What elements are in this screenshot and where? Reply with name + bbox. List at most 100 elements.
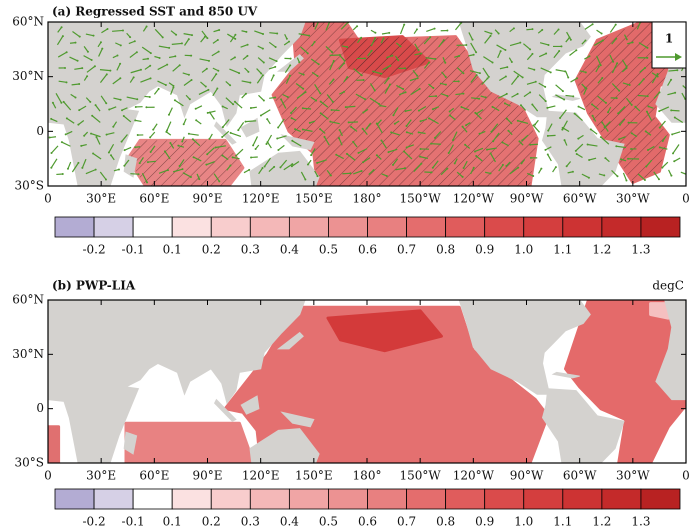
wind-arrowhead xyxy=(104,178,107,181)
wind-vector xyxy=(547,154,552,162)
wind-vector xyxy=(661,161,669,169)
wind-vector xyxy=(215,145,226,149)
x-tick-label: 150°E xyxy=(295,469,333,483)
wind-vector xyxy=(198,89,209,95)
wind-arrowhead xyxy=(517,75,520,78)
wind-arrowhead xyxy=(101,47,104,50)
wind-vector xyxy=(113,97,121,101)
colorbar-label: 0.3 xyxy=(241,243,260,257)
wind-arrowhead xyxy=(364,98,367,101)
land xyxy=(280,134,315,151)
wind-vector xyxy=(129,51,138,58)
wind-arrowhead xyxy=(544,100,547,103)
wind-arrowhead xyxy=(618,89,621,92)
wind-arrowhead xyxy=(387,151,390,154)
wind-arrowhead xyxy=(244,92,247,95)
wind-arrowhead xyxy=(519,41,522,44)
wind-arrowhead xyxy=(505,117,508,120)
wind-vector xyxy=(130,173,139,175)
y-tick-label: 30°N xyxy=(12,347,44,361)
x-tick-label: 60°E xyxy=(139,192,169,206)
wind-vector xyxy=(399,24,405,35)
wind-arrowhead xyxy=(417,49,420,52)
wind-arrowhead xyxy=(172,86,175,89)
wind-arrowhead xyxy=(670,174,673,177)
wind-vector xyxy=(390,131,400,136)
wind-arrowhead xyxy=(277,126,280,129)
wind-arrowhead xyxy=(531,28,534,31)
y-tick-label: 30°N xyxy=(12,69,44,83)
wind-arrowhead xyxy=(233,56,236,59)
wind-arrowhead xyxy=(674,91,677,94)
wind-vector xyxy=(579,70,586,73)
wind-vector xyxy=(229,68,240,74)
wind-arrowhead xyxy=(301,107,304,110)
colorbar-label: 1.3 xyxy=(631,243,650,257)
wind-vector xyxy=(320,112,329,120)
wind-arrowhead xyxy=(521,139,524,142)
x-tick-label: 0 xyxy=(682,192,690,206)
wind-arrowhead xyxy=(76,59,79,62)
wind-arrowhead xyxy=(571,170,574,173)
wind-vector xyxy=(470,74,478,83)
wind-arrowhead xyxy=(92,34,95,37)
wind-arrowhead xyxy=(405,131,408,134)
wind-arrowhead xyxy=(157,87,160,90)
wind-arrowhead xyxy=(92,152,95,155)
wind-vector xyxy=(199,58,210,62)
wind-arrowhead xyxy=(50,166,53,169)
x-tick-label: 120°W xyxy=(453,192,495,206)
colorbar-label: 0.5 xyxy=(319,515,338,529)
wind-vector xyxy=(434,131,442,139)
wind-vector xyxy=(130,69,142,74)
wind-arrowhead xyxy=(291,163,294,166)
wind-vector xyxy=(310,148,316,156)
wind-arrowhead xyxy=(120,140,123,143)
wind-arrowhead xyxy=(417,109,420,112)
wind-arrowhead xyxy=(490,32,493,35)
colorbar-swatch xyxy=(132,216,173,238)
wind-arrowhead xyxy=(187,73,190,76)
wind-vector xyxy=(376,119,382,125)
wind-vector xyxy=(631,132,638,138)
wind-arrowhead xyxy=(428,117,431,120)
wind-arrowhead xyxy=(136,134,139,137)
wind-vector xyxy=(182,172,192,178)
wind-vector xyxy=(521,134,529,141)
wind-arrowhead xyxy=(229,164,232,167)
wind-vector xyxy=(71,162,79,173)
x-tick-label: 120°E xyxy=(242,469,280,483)
wind-vector xyxy=(595,66,600,73)
wind-vector xyxy=(240,44,248,48)
reference-vector-head xyxy=(675,53,682,61)
x-tick-label: 120°E xyxy=(242,192,280,206)
wind-vector xyxy=(277,118,285,128)
wind-arrowhead xyxy=(178,165,181,168)
x-tick-label: 0 xyxy=(682,469,690,483)
wind-vector xyxy=(468,32,474,40)
wind-arrowhead xyxy=(335,153,338,156)
wind-vector xyxy=(590,128,598,135)
wind-vector xyxy=(513,70,523,78)
wind-arrowhead xyxy=(567,76,570,79)
wind-arrowhead xyxy=(244,120,247,123)
wind-arrowhead xyxy=(403,150,406,153)
wind-arrowhead xyxy=(600,32,603,35)
wind-arrowhead xyxy=(474,111,477,114)
colorbar-swatch xyxy=(367,488,407,510)
wind-vector xyxy=(326,169,332,176)
wind-vector xyxy=(85,33,94,37)
wind-arrowhead xyxy=(486,77,489,80)
wind-vector xyxy=(310,58,320,65)
wind-arrowhead xyxy=(285,37,288,40)
wind-arrowhead xyxy=(181,168,184,171)
wind-vector xyxy=(566,31,572,41)
wind-arrowhead xyxy=(612,60,615,63)
wind-arrowhead xyxy=(431,108,434,111)
wind-arrowhead xyxy=(451,139,454,142)
colorbar-swatch xyxy=(54,488,95,510)
wind-arrowhead xyxy=(444,75,447,78)
wind-vector xyxy=(547,134,556,137)
wind-arrowhead xyxy=(173,99,176,102)
wind-arrowhead xyxy=(516,92,519,95)
